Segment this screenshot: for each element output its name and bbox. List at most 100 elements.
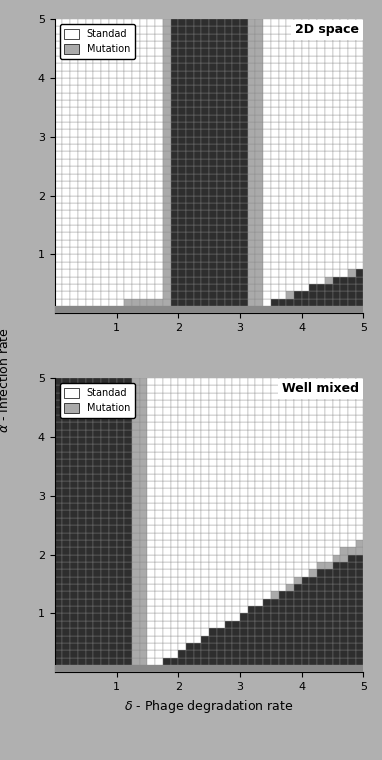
- Bar: [117, 33, 124, 41]
- Bar: [294, 606, 302, 613]
- Bar: [225, 19, 232, 27]
- Bar: [147, 100, 155, 107]
- Bar: [170, 306, 178, 313]
- Bar: [333, 378, 340, 385]
- Bar: [256, 306, 263, 313]
- Bar: [186, 503, 194, 511]
- Bar: [132, 437, 140, 445]
- Bar: [225, 599, 232, 606]
- Bar: [201, 85, 209, 93]
- Bar: [225, 651, 232, 657]
- Bar: [309, 122, 317, 129]
- Bar: [333, 407, 340, 415]
- Bar: [186, 378, 194, 385]
- Bar: [317, 459, 325, 467]
- Bar: [132, 203, 140, 211]
- Bar: [333, 385, 340, 393]
- Bar: [348, 151, 356, 159]
- Bar: [340, 55, 348, 63]
- Bar: [55, 467, 63, 473]
- Bar: [294, 144, 302, 151]
- Bar: [178, 429, 186, 437]
- Bar: [217, 481, 225, 489]
- Bar: [124, 481, 132, 489]
- Bar: [101, 255, 109, 261]
- Bar: [194, 159, 201, 166]
- Bar: [232, 269, 240, 277]
- Bar: [294, 643, 302, 651]
- Bar: [140, 378, 147, 385]
- Bar: [333, 115, 340, 122]
- Bar: [186, 19, 194, 27]
- Bar: [163, 247, 170, 255]
- Bar: [271, 606, 278, 613]
- Bar: [140, 55, 147, 63]
- Bar: [101, 217, 109, 225]
- Bar: [278, 429, 286, 437]
- Bar: [209, 525, 217, 533]
- Bar: [271, 247, 278, 255]
- Bar: [209, 247, 217, 255]
- Bar: [309, 629, 317, 635]
- Bar: [163, 71, 170, 78]
- Bar: [132, 415, 140, 422]
- Bar: [186, 555, 194, 562]
- Bar: [286, 584, 294, 591]
- Bar: [170, 211, 178, 217]
- Bar: [186, 299, 194, 306]
- Bar: [217, 525, 225, 533]
- Bar: [317, 159, 325, 166]
- Bar: [109, 511, 117, 518]
- Bar: [70, 306, 78, 313]
- Bar: [263, 635, 271, 643]
- Bar: [302, 299, 309, 306]
- Bar: [140, 85, 147, 93]
- Bar: [109, 429, 117, 437]
- Bar: [117, 651, 124, 657]
- Bar: [178, 422, 186, 429]
- Bar: [163, 129, 170, 137]
- Bar: [178, 651, 186, 657]
- Bar: [240, 657, 248, 665]
- Bar: [163, 445, 170, 451]
- Bar: [333, 599, 340, 606]
- Bar: [109, 415, 117, 422]
- Bar: [163, 540, 170, 547]
- Bar: [209, 629, 217, 635]
- Bar: [217, 621, 225, 629]
- Bar: [163, 239, 170, 247]
- Bar: [132, 144, 140, 151]
- Bar: [147, 445, 155, 451]
- Bar: [70, 584, 78, 591]
- Bar: [201, 122, 209, 129]
- Bar: [186, 277, 194, 284]
- Bar: [155, 562, 163, 569]
- Bar: [278, 19, 286, 27]
- Bar: [155, 151, 163, 159]
- Bar: [248, 188, 256, 195]
- Bar: [278, 55, 286, 63]
- Bar: [263, 247, 271, 255]
- Bar: [225, 55, 232, 63]
- Bar: [109, 217, 117, 225]
- Bar: [147, 525, 155, 533]
- Bar: [302, 533, 309, 540]
- Bar: [109, 211, 117, 217]
- Bar: [256, 247, 263, 255]
- Bar: [147, 71, 155, 78]
- Bar: [348, 378, 356, 385]
- Bar: [194, 606, 201, 613]
- Bar: [286, 569, 294, 577]
- Bar: [163, 284, 170, 291]
- Bar: [155, 651, 163, 657]
- Bar: [201, 591, 209, 599]
- Bar: [263, 533, 271, 540]
- Bar: [132, 400, 140, 407]
- Bar: [263, 239, 271, 247]
- Bar: [93, 591, 101, 599]
- Bar: [147, 393, 155, 400]
- Bar: [86, 159, 93, 166]
- Bar: [86, 481, 93, 489]
- Bar: [63, 269, 70, 277]
- Bar: [333, 467, 340, 473]
